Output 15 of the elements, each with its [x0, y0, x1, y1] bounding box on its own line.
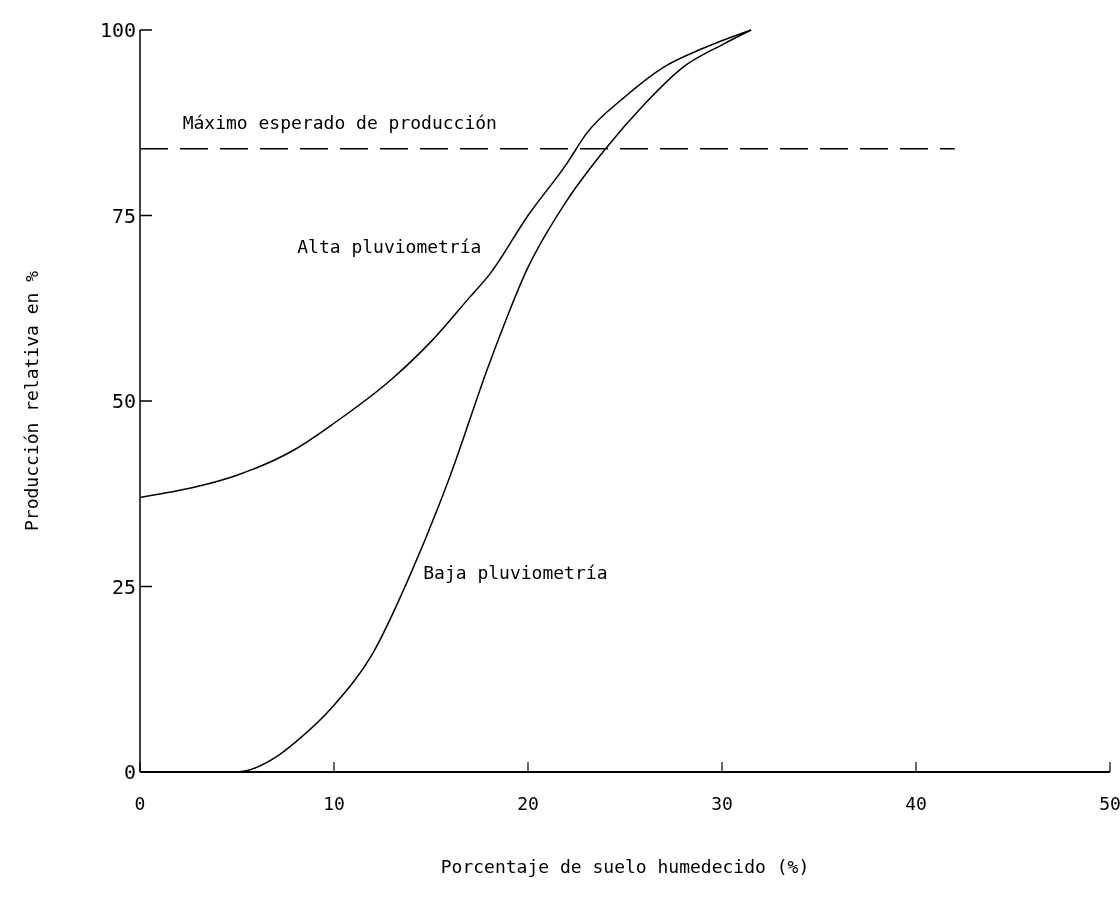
x-axis-title: Porcentaje de suelo humedecido (%) [440, 856, 810, 877]
x-tick-label: 50 [1099, 793, 1120, 814]
series-label: Baja pluviometría [423, 562, 608, 584]
x-tick-label: 30 [711, 793, 733, 814]
x-tick-label: 10 [323, 793, 345, 814]
x-tick-label: 40 [905, 793, 927, 814]
series-label: Alta pluviometría [297, 235, 482, 257]
y-axis-title: Producción relativa en % [21, 270, 42, 532]
y-tick-label: 100 [99, 18, 136, 42]
y-tick-label: 75 [111, 203, 136, 228]
y-tick-label: 25 [111, 574, 136, 599]
y-tick-label: 50 [111, 389, 136, 413]
x-tick-label: 20 [517, 793, 539, 814]
y-tick-label: 0 [123, 760, 136, 784]
ref-line-label: Máximo esperado de producción [182, 111, 497, 133]
